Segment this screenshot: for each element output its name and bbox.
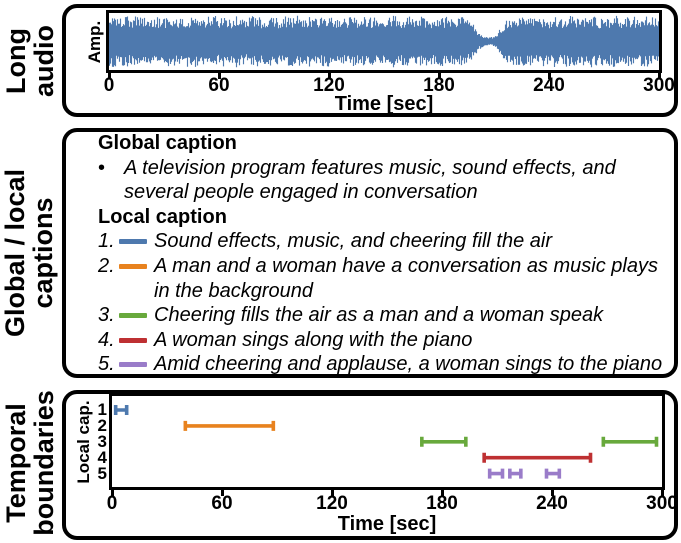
boundaries-y-tick-label: 1: [97, 400, 107, 419]
captions-panel-content: Global caption • A television program fe…: [98, 131, 672, 377]
waveform-x-tick-label: 120: [313, 75, 345, 96]
boundaries-y-tick-label: 2: [97, 415, 107, 435]
local-caption-list: 1. Sound effects, music, and cheering fil…: [98, 229, 672, 377]
caption-text: A woman sings along with the piano: [154, 328, 473, 351]
boundaries-x-tick: [440, 490, 444, 496]
local-caption-item: 3. Cheering fills the air as a man and a …: [98, 303, 672, 328]
caption-text: Cheering fills the air as a man and a wo…: [154, 304, 604, 327]
caption-number: 4.: [98, 328, 115, 351]
global-caption-item: • A television program features music, s…: [98, 156, 672, 205]
waveform-plot: [106, 10, 662, 73]
waveform-x-tick: [327, 73, 331, 79]
boundaries-y-tick-label: 4: [97, 447, 107, 467]
boundaries-x-tick-label: 180: [426, 493, 458, 514]
boundaries-x-tick: [330, 490, 334, 496]
waveform-x-tick: [547, 73, 551, 79]
waveform-x-tick-label: 240: [533, 75, 565, 96]
boundaries-x-tick: [110, 490, 114, 496]
boundaries-x-tick: [550, 490, 554, 496]
panel-label-line: audio: [29, 25, 59, 97]
global-caption-heading: Global caption: [98, 132, 237, 154]
caption-color-swatch: [119, 239, 147, 245]
caption-color-swatch: [119, 313, 147, 319]
boundary-segment-caption-1: [113, 405, 129, 415]
boundaries-xaxis-title: Time [sec]: [337, 513, 437, 535]
caption-number: 2.: [98, 254, 115, 277]
caption-number: 5.: [98, 353, 115, 376]
boundary-segment-caption-5: [487, 468, 505, 479]
amp-axis-label: Amp.: [85, 20, 104, 64]
panel-label-line: Global / local: [0, 168, 30, 338]
boundaries-x-tick: [220, 490, 224, 496]
boundaries-y-tick-label: 3: [97, 431, 107, 451]
boundaries-x-tick: [660, 490, 664, 496]
caption-color-swatch: [119, 362, 147, 368]
panel-label-line: boundaries: [29, 390, 59, 536]
waveform-x-tick-label: 300: [643, 75, 675, 96]
waveform-x-tick: [107, 73, 111, 79]
boundary-segment-caption-5: [544, 468, 562, 479]
panel-label-long-audio: Long audio: [1, 6, 59, 116]
waveform-x-tick: [657, 73, 661, 79]
boundaries-plot: [109, 393, 665, 490]
boundary-segment-caption-3: [420, 436, 468, 447]
waveform-x-tick-label: 0: [103, 75, 115, 96]
waveform-x-tick-label: 180: [423, 75, 455, 96]
caption-text: Amid cheering and applause, a woman sing…: [154, 353, 663, 376]
boundary-segment-caption-5: [508, 468, 523, 479]
boundaries-x-tick-label: 300: [646, 493, 678, 514]
boundaries-x-tick-label: 60: [211, 493, 233, 514]
panel-label-line: captions: [28, 197, 58, 309]
boundaries-x-tick-label: 0: [106, 493, 118, 514]
waveform-x-tick: [217, 73, 221, 79]
caption-number: 1.: [98, 230, 115, 253]
local-caption-item: 1. Sound effects, music, and cheering fil…: [98, 229, 672, 254]
panel-label-captions: Global / local captions: [0, 138, 58, 368]
caption-text: Sound effects, music, and cheering fill …: [154, 230, 552, 253]
panel-label-boundaries: Temporal boundaries: [1, 382, 59, 543]
waveform-xaxis-title: Time [sec]: [334, 93, 434, 115]
boundaries-x-tick-label: 120: [316, 493, 348, 514]
global-caption-text: A television program features music, sou…: [124, 156, 616, 204]
bullet-icon: •: [98, 156, 106, 179]
boundaries-y-tick-label: 5: [97, 463, 107, 483]
waveform-x-tick-label: 60: [208, 75, 230, 96]
caption-number: 3.: [98, 304, 115, 327]
caption-color-swatch: [119, 263, 147, 269]
local-caption-item: 4. A woman sings along with the piano: [98, 328, 672, 353]
local-caption-heading: Local caption: [98, 205, 227, 228]
panel-label-line: Long: [1, 28, 31, 94]
caption-text: A man and a woman have a conversation as…: [154, 254, 658, 302]
boundaries-x-tick-label: 240: [536, 493, 568, 514]
local-caption-item: 2. A man and a woman have a conversation …: [98, 254, 672, 303]
waveform-svg: [109, 15, 659, 68]
boundaries-svg: [113, 405, 659, 479]
waveform-trace: [109, 15, 659, 68]
boundary-segment-caption-2: [183, 420, 276, 431]
local-caption-item: 5. Amid cheering and applause, a woman si…: [98, 352, 672, 377]
waveform-x-tick: [437, 73, 441, 79]
panel-label-line: Temporal: [1, 403, 31, 523]
caption-color-swatch: [119, 337, 147, 343]
boundary-segment-caption-4: [482, 452, 593, 463]
captions-panel-box: [62, 128, 678, 378]
boundary-segment-caption-3: [601, 436, 659, 447]
